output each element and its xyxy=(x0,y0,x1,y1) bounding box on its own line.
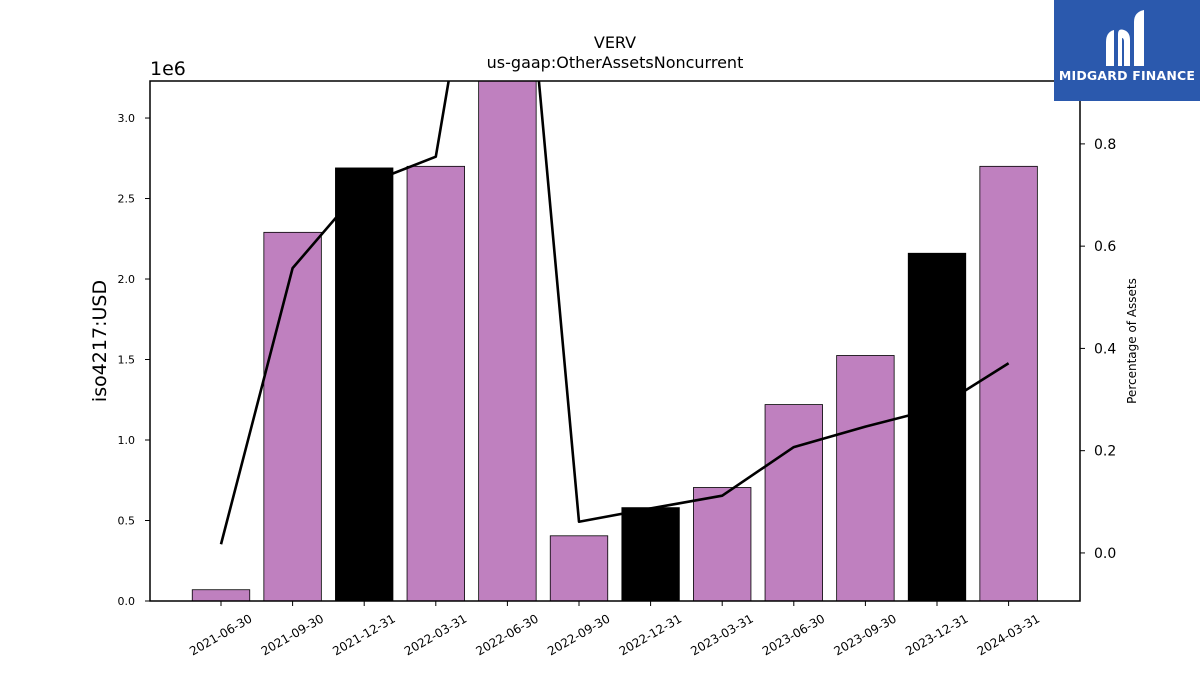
y2-tick-label: 0.6 xyxy=(1094,239,1116,255)
y-tick-label: 1.0 xyxy=(118,434,136,447)
x-tick-label: 2022-06-30 xyxy=(473,611,540,658)
y2-tick-label: 0.2 xyxy=(1094,444,1116,460)
bar xyxy=(979,165,1038,602)
x-tick-label: 2022-12-31 xyxy=(617,611,684,658)
bar xyxy=(764,404,823,602)
x-tick-label: 2023-09-30 xyxy=(831,611,898,658)
bar xyxy=(693,487,752,602)
y-tick-label: 2.0 xyxy=(118,273,136,286)
bar xyxy=(836,355,895,602)
bar xyxy=(478,80,537,602)
midgard-finance-logo: MIDGARD FINANCE xyxy=(1054,0,1200,101)
y2-tick-label: 0.8 xyxy=(1094,137,1116,153)
y2-axis-label: Percentage of Assets xyxy=(1125,278,1139,404)
plot-frame xyxy=(149,80,1081,602)
percentage-line xyxy=(219,81,1010,545)
bar xyxy=(549,535,609,602)
bar xyxy=(263,231,322,602)
x-tick-label: 2022-03-31 xyxy=(402,611,469,658)
y-tick-label: 0.0 xyxy=(118,595,136,608)
x-tick-label: 2021-12-31 xyxy=(330,611,397,658)
y2-tick-label: 0.0 xyxy=(1094,546,1116,562)
x-tick-label: 2023-12-31 xyxy=(903,611,970,658)
chart-subtitle: us-gaap:OtherAssetsNoncurrent xyxy=(487,53,744,72)
bar xyxy=(406,165,465,602)
y-ticks-layer: 0.0 0.5 1.0 1.5 2.0 2.5 3.0 xyxy=(118,112,150,608)
x-tick-label: 2024-03-31 xyxy=(975,611,1042,658)
y2-tick-label: 0.4 xyxy=(1094,341,1116,357)
x-ticks-layer: 2021-06-30 2021-09-30 2021-12-31 2022-03-31… xyxy=(187,601,1042,658)
y-axis-label: iso4217:USD xyxy=(89,280,111,402)
line-layer xyxy=(219,81,1010,545)
x-tick-label: 2021-06-30 xyxy=(187,611,254,658)
y-tick-label: 2.5 xyxy=(118,193,136,206)
bar xyxy=(335,167,394,602)
x-tick-label: 2021-09-30 xyxy=(259,611,326,658)
x-tick-label: 2023-06-30 xyxy=(760,611,827,658)
bars-layer xyxy=(191,80,1038,602)
logo-mark-icon xyxy=(1106,10,1144,66)
y-tick-label: 1.5 xyxy=(118,354,136,367)
bar xyxy=(191,589,251,602)
x-tick-label: 2023-03-31 xyxy=(688,611,755,658)
bar xyxy=(621,507,680,602)
y2-ticks-layer: 0.0 0.2 0.4 0.6 0.8 xyxy=(1080,137,1116,562)
y-tick-label: 0.5 xyxy=(118,515,136,528)
x-tick-label: 2022-09-30 xyxy=(545,611,612,658)
y-offset-text: 1e6 xyxy=(150,58,186,80)
logo-text: MIDGARD FINANCE xyxy=(1058,68,1196,83)
bar xyxy=(907,252,967,602)
chart-title: VERV xyxy=(594,33,636,52)
y-tick-label: 3.0 xyxy=(118,112,136,125)
